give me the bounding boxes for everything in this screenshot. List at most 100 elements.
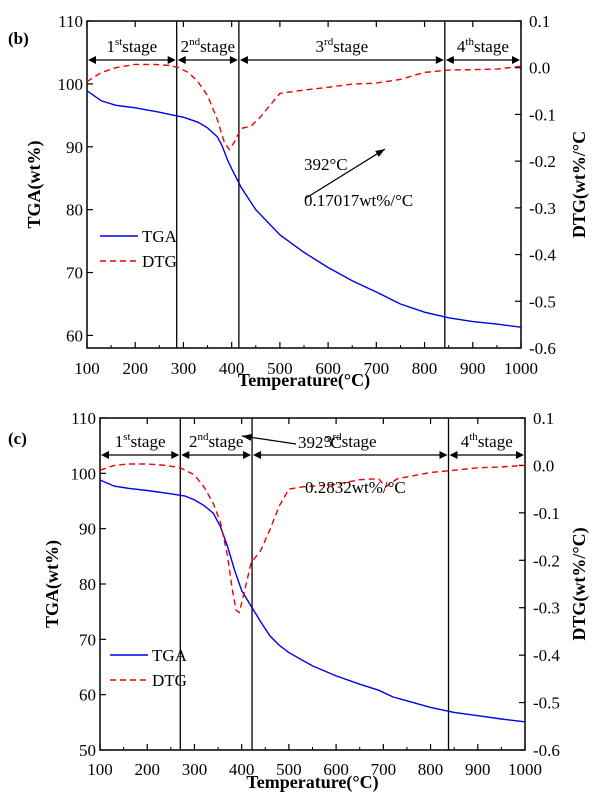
y-right-axis-title: DTG(wt%/°C bbox=[569, 131, 590, 238]
legend-label-dtg: DTG bbox=[152, 671, 187, 690]
y-right-tick-label: 0.0 bbox=[533, 456, 554, 475]
annotation-temperature: 392°C bbox=[298, 433, 342, 452]
y-left-tick-label: 100 bbox=[58, 75, 84, 94]
x-axis-title: Temperature(°C) bbox=[238, 370, 370, 391]
panel-label: (c) bbox=[8, 429, 27, 448]
plot-frame bbox=[99, 417, 526, 751]
y-right-tick-label: 0.1 bbox=[533, 409, 554, 428]
x-tick-label: 200 bbox=[122, 359, 148, 378]
x-tick-label: 400 bbox=[219, 359, 245, 378]
y-right-tick-label: -0.5 bbox=[529, 292, 556, 311]
x-tick-label: 900 bbox=[465, 760, 491, 779]
stage-arrow-left bbox=[177, 56, 186, 64]
stage-arrow-right bbox=[439, 451, 448, 459]
y-right-tick-label: -0.3 bbox=[529, 199, 556, 218]
x-tick-label: 800 bbox=[412, 359, 438, 378]
y-right-axis-title: DTG(wt%/°C) bbox=[569, 527, 590, 640]
chart-panel-c: 100 200 300 400 500 600 700 800 900 1000 50 60 70 80 9… bbox=[8, 409, 590, 793]
stage-arrow-left bbox=[239, 56, 248, 64]
y-right-tick-label: -0.4 bbox=[533, 646, 560, 665]
y-left-tick-label: 80 bbox=[79, 575, 96, 594]
stage-label: 4thstage bbox=[461, 431, 513, 451]
x-axis-title: Temperature(°C) bbox=[246, 772, 378, 793]
series-line-dtg bbox=[86, 63, 522, 151]
y-left-tick-label: 90 bbox=[66, 138, 83, 157]
stage-label: 4thstage bbox=[457, 36, 509, 56]
x-tick-label: 500 bbox=[276, 760, 302, 779]
y-left-axis-title: TGA(wt%) bbox=[24, 141, 45, 229]
stage-label: 2ndstage bbox=[189, 431, 243, 451]
y-right-tick-label: -0.2 bbox=[529, 152, 556, 171]
stage-label: 1ststage bbox=[106, 36, 157, 56]
y-left-tick-label: 50 bbox=[79, 741, 96, 760]
x-tick-label: 100 bbox=[87, 760, 113, 779]
x-tick-label: 300 bbox=[182, 760, 208, 779]
y-left-tick-label: 110 bbox=[58, 12, 83, 31]
stage-arrow-right bbox=[435, 56, 444, 64]
y-left-tick-label: 90 bbox=[79, 520, 96, 539]
y-right-tick-label: -0.3 bbox=[533, 599, 560, 618]
y-left-tick-label: 80 bbox=[66, 201, 83, 220]
x-tick-label: 400 bbox=[229, 760, 255, 779]
x-tick-label: 100 bbox=[74, 359, 100, 378]
stage-arrow-left bbox=[181, 451, 190, 459]
x-tick-label: 1000 bbox=[504, 359, 538, 378]
legend: TGA DTG bbox=[100, 227, 178, 271]
series-line-tga bbox=[86, 90, 522, 328]
y-right-tick-label: -0.6 bbox=[529, 339, 556, 358]
chart-panel-b: 100 200 300 400 500 600 700 800 900 1000 60 70 80 90 1… bbox=[8, 12, 590, 391]
x-tick-label: 300 bbox=[171, 359, 197, 378]
y-left-tick-label: 70 bbox=[79, 630, 96, 649]
annotation-temperature: 392°C bbox=[304, 155, 348, 174]
legend: TGA DTG bbox=[110, 646, 188, 690]
annotation-rate: 0.2832wt%/°C bbox=[305, 478, 406, 497]
stage-arrow-left bbox=[445, 56, 454, 64]
panel-label: (b) bbox=[8, 29, 29, 48]
stage-label: 2ndstage bbox=[181, 36, 235, 56]
series-line-tga bbox=[99, 479, 526, 723]
y-left-tick-label: 100 bbox=[71, 464, 97, 483]
stage-arrow-right bbox=[167, 56, 176, 64]
annotation-arrow-head bbox=[242, 433, 252, 441]
stage-arrow-left bbox=[101, 451, 109, 459]
y-left-tick-label: 60 bbox=[79, 686, 96, 705]
x-tick-label: 1000 bbox=[508, 760, 542, 779]
stage-arrow-left bbox=[253, 451, 262, 459]
y-left-tick-label: 60 bbox=[66, 326, 83, 345]
annotation-arrow-line bbox=[305, 148, 386, 199]
x-tick-label: 600 bbox=[323, 760, 349, 779]
legend-label-dtg: DTG bbox=[142, 252, 177, 271]
y-right-tick-label: -0.4 bbox=[529, 246, 556, 265]
series-line-dtg bbox=[99, 463, 526, 614]
stage-arrow-right bbox=[243, 451, 252, 459]
stage-arrow-right bbox=[512, 56, 520, 64]
stage-label: 3rdstage bbox=[324, 431, 377, 451]
stage-arrow-right bbox=[171, 451, 180, 459]
x-tick-label: 200 bbox=[134, 760, 160, 779]
stage-arrow-right bbox=[229, 56, 238, 64]
y-right-tick-label: -0.2 bbox=[533, 551, 560, 570]
legend-label-tga: TGA bbox=[142, 227, 178, 246]
y-right-tick-label: 0.1 bbox=[529, 12, 550, 31]
y-left-tick-label: 110 bbox=[71, 409, 96, 428]
x-tick-label: 900 bbox=[460, 359, 486, 378]
x-tick-label: 700 bbox=[371, 760, 397, 779]
x-tick-label: 800 bbox=[418, 760, 444, 779]
x-tick-label: 700 bbox=[364, 359, 390, 378]
y-right-tick-label: -0.5 bbox=[533, 694, 560, 713]
y-right-tick-label: -0.1 bbox=[529, 105, 556, 124]
x-tick-label: 500 bbox=[267, 359, 293, 378]
stage-label: 1ststage bbox=[115, 431, 166, 451]
y-left-tick-label: 70 bbox=[66, 264, 83, 283]
legend-label-tga: TGA bbox=[152, 646, 188, 665]
annotation-rate: 0.17017wt%/°C bbox=[304, 191, 413, 210]
y-left-axis-title: TGA(wt%) bbox=[42, 540, 63, 628]
annotation-arrow-head bbox=[375, 149, 385, 157]
y-right-tick-label: -0.6 bbox=[533, 741, 560, 760]
stage-label: 3rdstage bbox=[316, 36, 369, 56]
y-right-tick-label: 0.0 bbox=[529, 59, 550, 78]
x-tick-label: 600 bbox=[315, 359, 341, 378]
stage-arrow-left bbox=[449, 451, 458, 459]
stage-arrow-left bbox=[88, 56, 96, 64]
